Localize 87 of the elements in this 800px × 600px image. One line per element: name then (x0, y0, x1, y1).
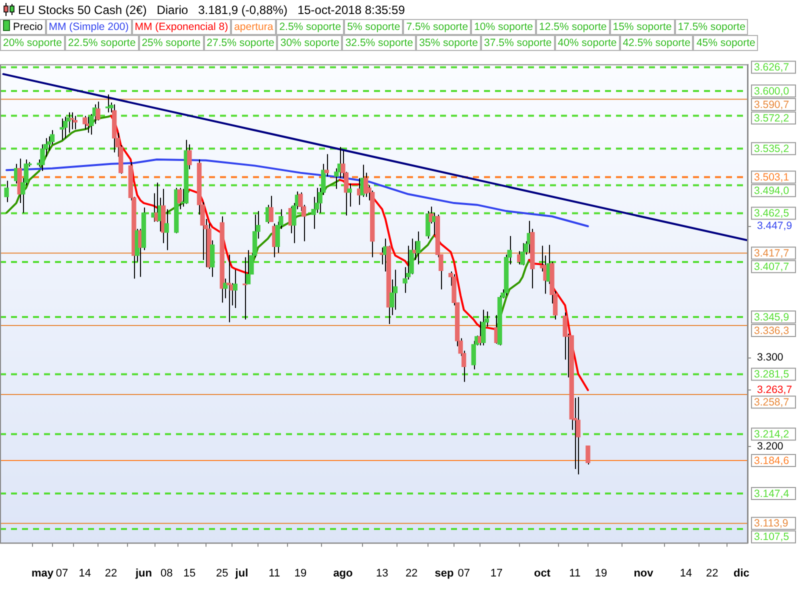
x-tick-label: nov (634, 567, 654, 580)
ref-line-label: 3.407,7 (754, 261, 790, 274)
x-tick-label: 19 (594, 567, 608, 580)
candlestick (268, 195, 274, 222)
text: 35% soporte (416, 35, 482, 51)
candlestick (520, 242, 525, 266)
x-tick-label: 14 (680, 567, 692, 580)
text: 22.5% soporte (64, 35, 139, 51)
candlestick (96, 101, 100, 121)
ref-line-label: 3.462,5 (754, 208, 790, 220)
legend-label: Precio (0, 19, 46, 35)
y-tick-label: 3.300 (757, 352, 784, 364)
candlestick (164, 208, 169, 251)
ref-line-label: 3.258,7 (754, 396, 790, 408)
candlestick (177, 187, 182, 210)
ref-line-label: 3.345,9 (754, 311, 790, 324)
x-tick-label: jul (234, 567, 248, 580)
candlestick (586, 445, 590, 466)
text: MM (Exponencial 8) (132, 19, 232, 35)
ref-line-label: 3.572,2 (754, 112, 790, 124)
ref-line-label: 3.107,5 (754, 531, 790, 544)
text: MM (Simple 200) (46, 19, 132, 35)
ref-line-label: 3.417,7 (754, 248, 790, 260)
text: 42.5% soporte (620, 35, 694, 51)
candlestick (63, 116, 68, 139)
text: 27.5% soporte (204, 35, 278, 51)
x-tick-label: 07 (458, 567, 470, 580)
text: 37.5% soporte (481, 35, 555, 51)
candlestick (60, 118, 64, 140)
text: 25% soporte (138, 35, 204, 51)
ref-line-label: 3.535,2 (754, 143, 790, 156)
text: 45% soporte (693, 35, 758, 51)
text: 12.5% soporte (536, 19, 610, 35)
ref-line-label: 3.214,2 (754, 428, 790, 441)
x-tick-label: sep (434, 567, 454, 580)
text: 5% soporte (344, 19, 404, 35)
x-tick-label: jun (134, 567, 152, 580)
x-tick-label: 19 (294, 567, 307, 580)
candlestick (72, 115, 78, 130)
x-tick-label: 22 (706, 567, 718, 580)
x-tick-label: dic (734, 567, 750, 580)
candlestick (70, 112, 74, 130)
text: 20% soporte (0, 35, 65, 51)
candlestick (82, 115, 88, 130)
text: 7.5% soporte (403, 19, 472, 35)
candlestick (210, 240, 215, 278)
text: 32.5% soporte (342, 35, 416, 51)
x-tick-label: 11 (268, 567, 280, 580)
text: 40% soporte (554, 35, 620, 51)
ref-line-label: 3.336,3 (754, 324, 790, 337)
x-tick-label: 22 (104, 567, 118, 580)
ref-line-label: 3.626,7 (754, 62, 790, 74)
x-tick-label: 07 (56, 567, 68, 580)
candlestick (4, 180, 9, 203)
text: 17.5% soporte (674, 19, 748, 35)
y-tick-label: 3.263,7 (757, 384, 792, 396)
x-tick-label: 11 (569, 567, 581, 580)
x-tick-label: 25 (216, 567, 228, 580)
candlestick (481, 309, 486, 346)
x-tick-label: 08 (160, 567, 173, 580)
candlestick (347, 182, 352, 208)
ref-line-label: 3.147,4 (754, 488, 790, 500)
y-tick-label: 3.447,9 (757, 220, 792, 232)
text: 10% soporte (471, 19, 536, 35)
x-tick-label: 22 (405, 567, 418, 580)
text: apertura (231, 19, 276, 35)
text: 30% soporte (277, 35, 342, 51)
x-tick-label: may (31, 567, 54, 580)
ref-line-label: 3.503,1 (754, 172, 790, 184)
x-tick-label: 15 (183, 567, 196, 580)
ref-line-label: 3.184,6 (754, 454, 790, 467)
ref-line-label: 3.113,9 (754, 518, 788, 530)
ref-line-label: 3.281,5 (754, 368, 790, 381)
x-tick-label: 17 (490, 567, 503, 580)
ref-line-label: 3.590,7 (754, 98, 790, 111)
x-tick-label: 13 (376, 567, 388, 580)
x-tick-label: oct (534, 567, 551, 580)
ref-line-label: 3.494,0 (754, 185, 790, 198)
candlestick (232, 269, 238, 308)
text: 15% soporte (610, 19, 675, 35)
chart-title: EU Stocks 50 Cash (2€) Diario 3.181,9 (-0,88%) 15-oct-2018 8:35:59 (18, 3, 405, 17)
x-tick-label: 14 (78, 567, 92, 580)
ref-line-label: 3.600,0 (754, 85, 790, 98)
candlestick (187, 144, 192, 170)
text: 2.5% soporte (276, 19, 344, 35)
y-tick-label: 3.200 (757, 440, 784, 453)
x-tick-label: ago (333, 567, 354, 580)
